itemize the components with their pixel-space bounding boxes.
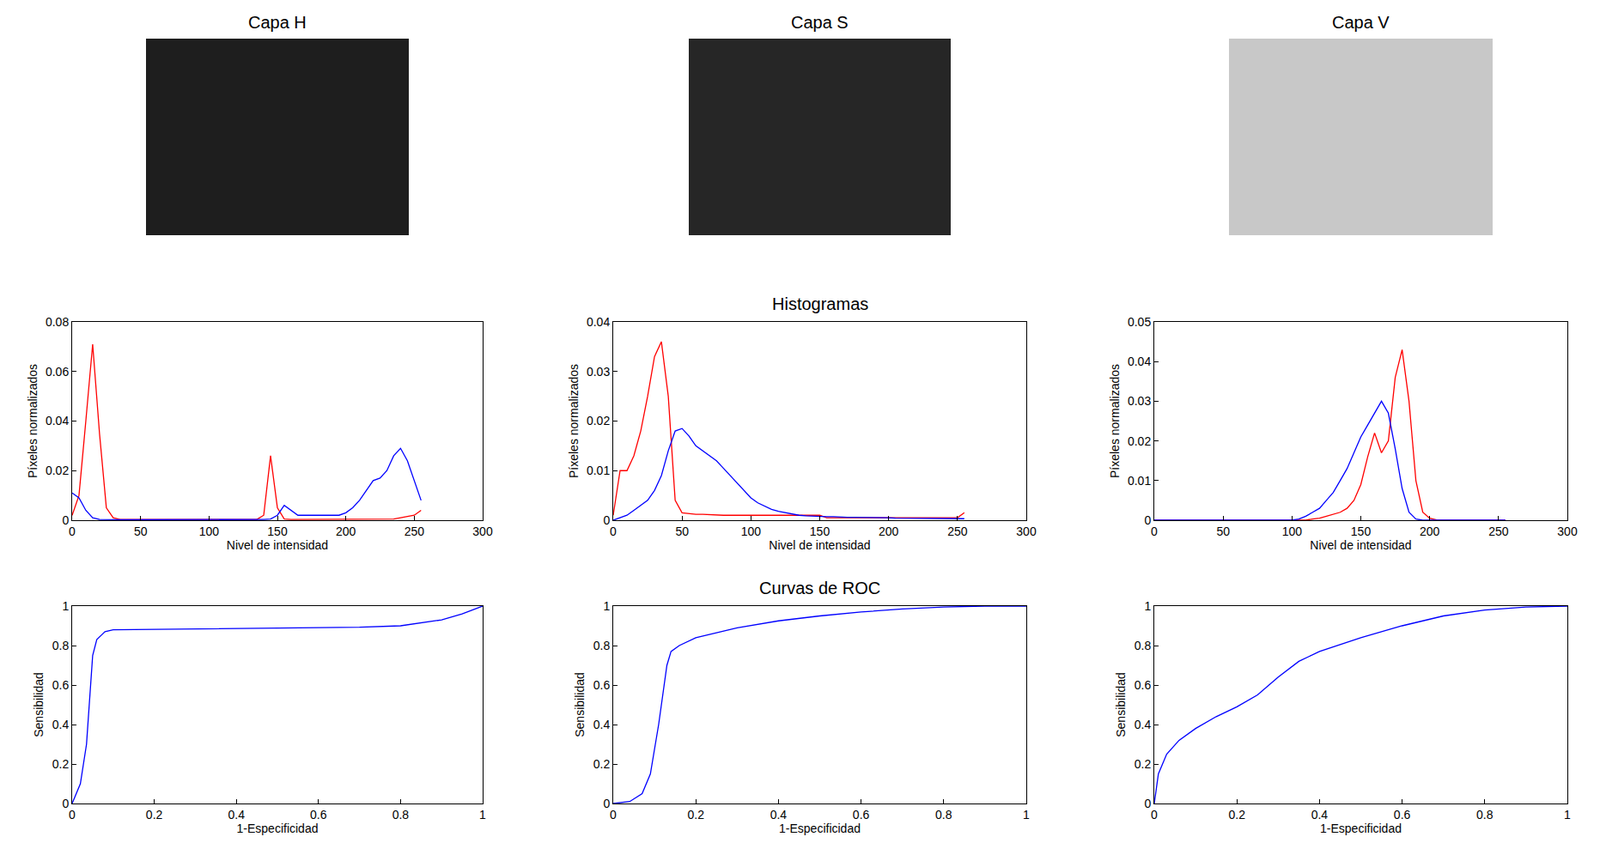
svg-text:0.6: 0.6 <box>1393 808 1412 822</box>
svg-text:200: 200 <box>878 524 900 539</box>
svg-text:0.06: 0.06 <box>45 365 69 379</box>
svg-text:1: 1 <box>1022 808 1030 822</box>
svg-text:Histogramas: Histogramas <box>772 294 869 314</box>
svg-text:0.03: 0.03 <box>1127 394 1151 408</box>
svg-text:0.4: 0.4 <box>593 717 611 732</box>
svg-text:0: 0 <box>1143 513 1151 528</box>
svg-text:1: 1 <box>602 599 610 614</box>
svg-text:0.08: 0.08 <box>45 315 69 329</box>
svg-text:0: 0 <box>68 524 76 539</box>
svg-text:0: 0 <box>1150 524 1158 539</box>
svg-text:Sensibilidad: Sensibilidad <box>572 672 587 738</box>
svg-text:Píxeles normalizados: Píxeles normalizados <box>25 364 40 479</box>
svg-text:0.6: 0.6 <box>852 808 870 822</box>
svg-text:150: 150 <box>809 524 831 539</box>
svg-text:100: 100 <box>741 524 762 539</box>
svg-text:0.02: 0.02 <box>45 463 69 478</box>
svg-text:0.01: 0.01 <box>586 463 610 478</box>
svg-text:0: 0 <box>1150 808 1158 822</box>
svg-text:50: 50 <box>675 524 689 539</box>
svg-text:Sensibilidad: Sensibilidad <box>31 672 46 738</box>
svg-text:50: 50 <box>133 524 148 539</box>
svg-text:Nivel de intensidad: Nivel de intensidad <box>1309 538 1412 553</box>
svg-text:0.6: 0.6 <box>593 678 611 693</box>
svg-text:0.8: 0.8 <box>392 808 410 822</box>
svg-text:0.4: 0.4 <box>52 717 70 732</box>
svg-text:1: 1 <box>479 808 487 822</box>
svg-text:0.02: 0.02 <box>586 413 610 428</box>
svg-text:0.8: 0.8 <box>935 808 953 822</box>
svg-text:0.02: 0.02 <box>1127 433 1151 448</box>
svg-text:1-Especificidad: 1-Especificidad <box>237 821 319 836</box>
svg-text:0.8: 0.8 <box>1476 808 1494 822</box>
svg-text:100: 100 <box>1282 524 1303 539</box>
svg-text:0: 0 <box>68 808 76 822</box>
svg-text:1: 1 <box>1143 599 1151 614</box>
svg-text:0.6: 0.6 <box>1134 678 1152 693</box>
svg-text:0: 0 <box>609 808 617 822</box>
svg-text:0.4: 0.4 <box>770 808 788 822</box>
svg-text:0.05: 0.05 <box>1127 315 1151 329</box>
svg-text:0.2: 0.2 <box>1228 808 1246 822</box>
svg-text:Curvas de ROC: Curvas de ROC <box>759 578 881 598</box>
svg-text:0.04: 0.04 <box>45 413 69 428</box>
svg-text:0.4: 0.4 <box>227 808 245 822</box>
svg-text:0: 0 <box>61 796 69 811</box>
svg-text:1: 1 <box>61 599 69 614</box>
svg-text:Capa V: Capa V <box>1332 12 1390 32</box>
svg-text:1: 1 <box>1563 808 1571 822</box>
svg-text:0: 0 <box>609 524 617 539</box>
svg-text:50: 50 <box>1216 524 1230 539</box>
svg-text:0.4: 0.4 <box>1311 808 1329 822</box>
svg-text:Píxeles normalizados: Píxeles normalizados <box>566 364 581 479</box>
svg-text:200: 200 <box>1419 524 1441 539</box>
svg-text:0.2: 0.2 <box>146 808 164 822</box>
svg-text:0.01: 0.01 <box>1127 474 1151 488</box>
svg-text:250: 250 <box>404 524 426 539</box>
svg-text:0.2: 0.2 <box>52 757 70 772</box>
svg-text:200: 200 <box>335 524 357 539</box>
svg-text:0.2: 0.2 <box>1134 757 1152 772</box>
svg-text:Nivel de intensidad: Nivel de intensidad <box>226 538 329 553</box>
svg-text:0: 0 <box>61 513 69 528</box>
svg-text:300: 300 <box>1015 524 1037 539</box>
svg-text:0.2: 0.2 <box>593 757 611 772</box>
svg-text:1-Especificidad: 1-Especificidad <box>778 821 861 836</box>
svg-text:Capa H: Capa H <box>248 12 307 32</box>
svg-text:150: 150 <box>267 524 288 539</box>
svg-text:0.4: 0.4 <box>1134 717 1152 732</box>
svg-text:0.6: 0.6 <box>52 678 70 693</box>
svg-text:Píxeles normalizados: Píxeles normalizados <box>1107 364 1122 479</box>
svg-text:300: 300 <box>1557 524 1578 539</box>
svg-text:0.8: 0.8 <box>52 638 70 653</box>
svg-text:250: 250 <box>947 524 968 539</box>
svg-text:Nivel de intensidad: Nivel de intensidad <box>768 538 870 553</box>
svg-text:0: 0 <box>602 513 610 528</box>
svg-text:0.2: 0.2 <box>687 808 705 822</box>
svg-text:300: 300 <box>472 524 493 539</box>
svg-text:0.03: 0.03 <box>586 365 610 379</box>
svg-text:0.8: 0.8 <box>593 638 611 653</box>
svg-text:Capa S: Capa S <box>790 12 849 32</box>
svg-text:0.8: 0.8 <box>1134 638 1152 653</box>
svg-text:150: 150 <box>1350 524 1372 539</box>
svg-text:100: 100 <box>199 524 220 539</box>
svg-text:250: 250 <box>1488 524 1509 539</box>
svg-text:0.04: 0.04 <box>586 315 610 329</box>
svg-text:0.6: 0.6 <box>310 808 328 822</box>
svg-text:0.04: 0.04 <box>1127 354 1151 369</box>
svg-text:1-Especificidad: 1-Especificidad <box>1320 821 1402 836</box>
svg-text:Sensibilidad: Sensibilidad <box>1113 672 1128 738</box>
svg-text:0: 0 <box>602 796 610 811</box>
svg-text:0: 0 <box>1143 796 1151 811</box>
